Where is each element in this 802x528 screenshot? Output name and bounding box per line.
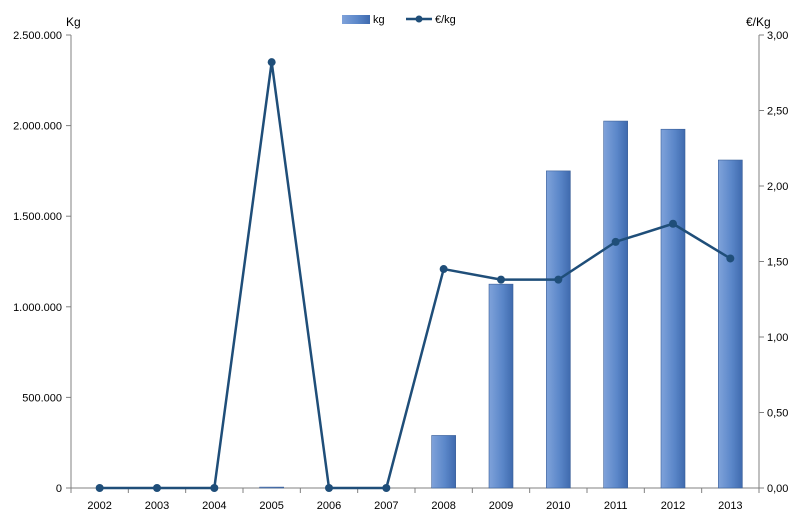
left-axis-title: Kg	[66, 15, 81, 29]
bar-kg-2013	[718, 159, 743, 489]
left-tick-label: 2.000.000	[13, 121, 62, 133]
x-tick-label: 2008	[431, 500, 455, 512]
x-tick-label: 2013	[718, 500, 742, 512]
x-tick-label: 2003	[145, 500, 169, 512]
right-tick-label: 0,00	[767, 483, 788, 495]
right-tick-label: 1,00	[767, 332, 788, 344]
legend-kg-swatch	[342, 15, 370, 24]
x-tick-label: 2006	[317, 500, 341, 512]
x-tick-label: 2002	[87, 500, 111, 512]
point-eur-2002	[95, 484, 104, 492]
point-eur-2012	[669, 219, 677, 228]
x-tick-label: 2012	[661, 500, 685, 512]
point-eur-2005	[267, 58, 276, 67]
legend: kg €/kg	[342, 14, 456, 26]
left-ticks: 0 500.000 1.000.000 1.500.000 2.000.000 2.500…	[13, 30, 71, 495]
right-tick-label: 1,50	[767, 257, 788, 269]
point-eur-2011	[611, 237, 620, 246]
left-tick-label: 500.000	[22, 392, 62, 404]
point-eur-2008	[439, 265, 448, 274]
legend-kg-label: kg	[373, 14, 385, 26]
bar-kg-2012	[660, 128, 686, 489]
bar-kg-2011	[603, 120, 628, 489]
x-tick-label: 2011	[604, 500, 628, 512]
x-ticks: 2002 2003 2004 2005 2006 2007 2008 2009 2010 2011…	[70, 488, 760, 512]
point-eur-2009	[497, 275, 505, 284]
left-tick-label: 1.500.000	[13, 211, 62, 223]
right-tick-label: 2,00	[767, 181, 788, 193]
point-eur-2003	[153, 484, 161, 492]
left-tick-label: 1.000.000	[13, 302, 62, 314]
bar-kg-2008	[431, 435, 456, 489]
x-tick-label: 2004	[202, 500, 226, 512]
right-tick-label: 0,50	[767, 408, 788, 420]
point-eur-2006	[325, 484, 333, 492]
point-eur-2007	[382, 484, 391, 492]
x-tick-label: 2005	[259, 500, 283, 512]
line-eur-per-kg	[99, 60, 731, 490]
right-tick-label: 3,00	[767, 30, 788, 42]
bar-kg-2005	[259, 486, 284, 489]
right-tick-label: 2,50	[767, 106, 788, 118]
x-tick-label: 2010	[546, 500, 570, 512]
left-tick-label: 2.500.000	[13, 30, 62, 42]
legend-eur-marker	[415, 15, 423, 23]
bar-series	[259, 120, 743, 489]
x-tick-label: 2007	[374, 500, 398, 512]
legend-eur-label: €/kg	[435, 14, 456, 26]
point-eur-2004	[210, 484, 219, 492]
bar-kg-2009	[488, 283, 514, 489]
line-series	[95, 58, 735, 492]
right-axis-title: €/Kg	[746, 15, 771, 29]
x-tick-label: 2009	[489, 500, 513, 512]
bar-kg-2010	[546, 170, 571, 489]
right-ticks: 0,00 0,50 1,00 1,50 2,00 2,50 3,00	[759, 30, 788, 495]
point-eur-2013	[726, 254, 735, 263]
point-eur-2010	[554, 275, 563, 284]
left-tick-label: 0	[56, 483, 62, 495]
